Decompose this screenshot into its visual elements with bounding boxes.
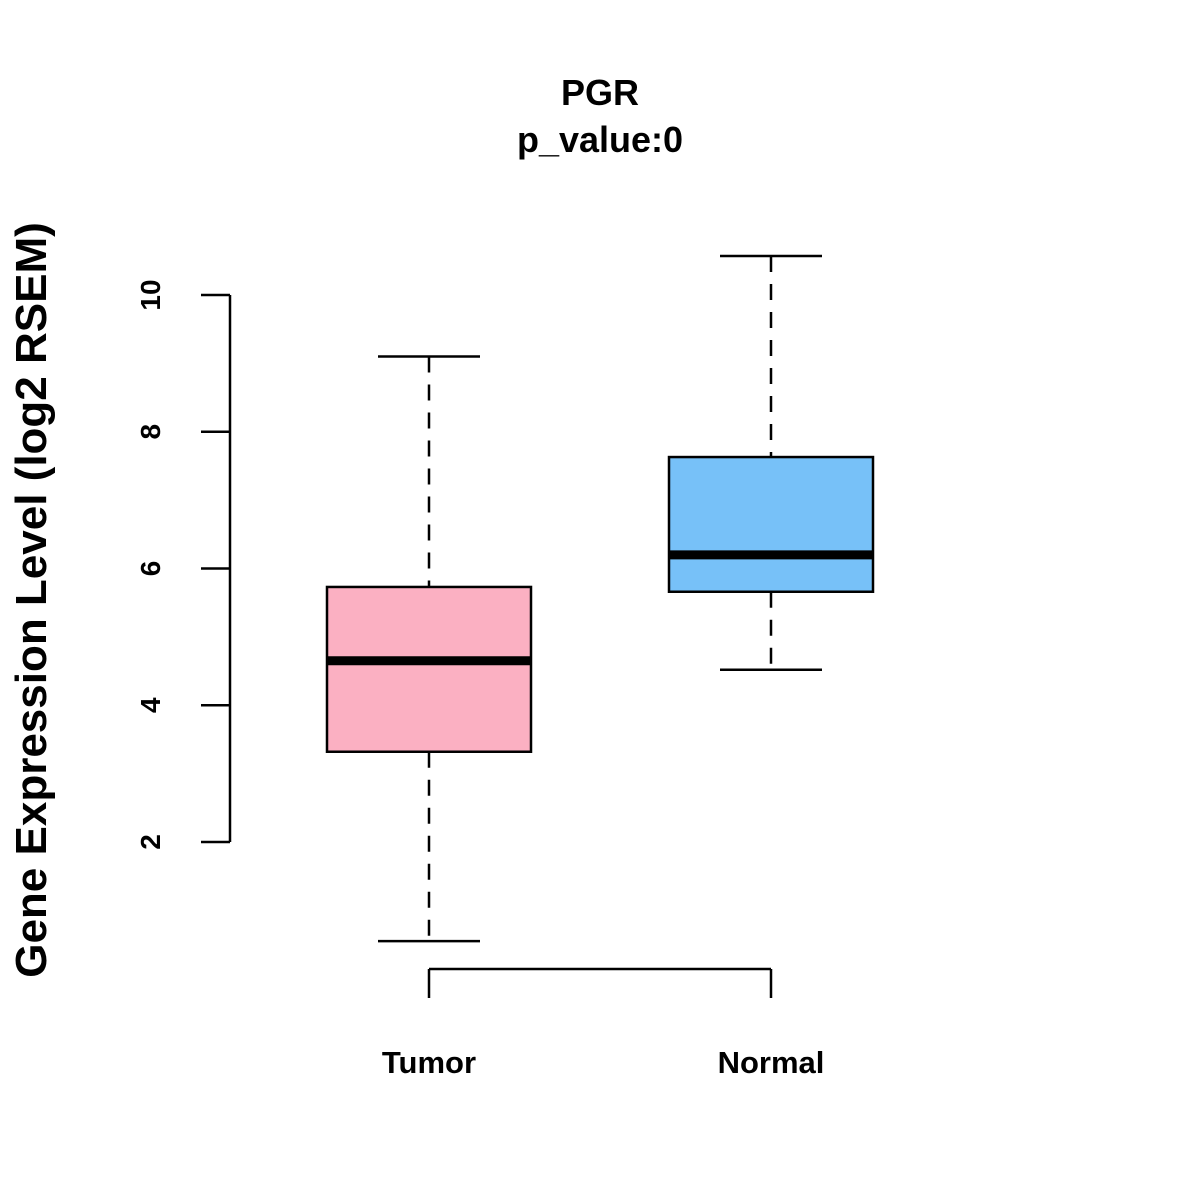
y-tick-label: 10 bbox=[135, 279, 166, 310]
box-normal bbox=[667, 254, 875, 671]
chart-subtitle: p_value:0 bbox=[517, 119, 683, 160]
y-tick-label: 6 bbox=[135, 561, 166, 577]
boxes bbox=[325, 254, 875, 943]
x-axis: Tumor Normal bbox=[382, 967, 825, 1080]
x-tick-label-tumor: Tumor bbox=[382, 1045, 476, 1080]
chart-title: PGR bbox=[561, 72, 639, 113]
iqr-box bbox=[667, 455, 875, 593]
iqr-box bbox=[325, 585, 533, 753]
x-tick-label-normal: Normal bbox=[718, 1045, 825, 1080]
y-tick-label: 2 bbox=[135, 834, 166, 850]
box-tumor bbox=[325, 355, 533, 943]
y-axis-label: Gene Expression Level (log2 RSEM) bbox=[7, 222, 56, 978]
y-tick-label: 4 bbox=[135, 697, 166, 713]
y-axis: 2 4 6 8 10 bbox=[135, 279, 232, 850]
y-tick-label: 8 bbox=[135, 424, 166, 440]
